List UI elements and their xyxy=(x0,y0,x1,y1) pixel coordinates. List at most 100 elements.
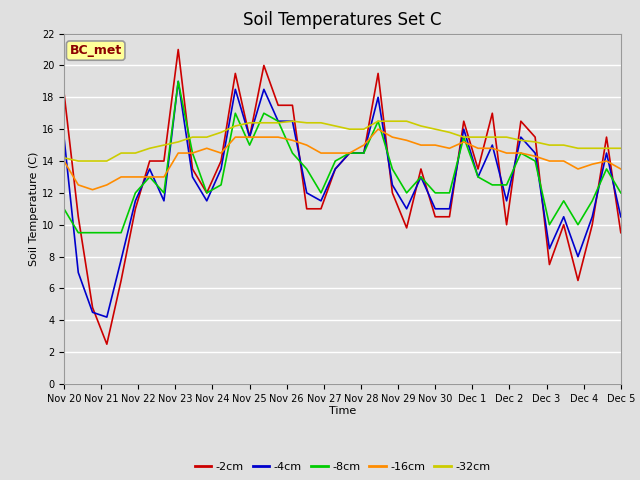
-8cm xyxy=(260,110,268,116)
-8cm xyxy=(445,190,453,196)
Line: -4cm: -4cm xyxy=(64,82,621,317)
-16cm xyxy=(89,187,97,192)
-2cm xyxy=(403,225,410,231)
-16cm xyxy=(103,182,111,188)
-2cm xyxy=(74,214,82,220)
-4cm xyxy=(403,206,410,212)
Line: -2cm: -2cm xyxy=(64,49,621,344)
-4cm xyxy=(617,214,625,220)
-16cm xyxy=(117,174,125,180)
-2cm xyxy=(574,277,582,283)
-32cm xyxy=(117,150,125,156)
-2cm xyxy=(160,158,168,164)
-16cm xyxy=(431,142,439,148)
-4cm xyxy=(560,214,568,220)
-4cm xyxy=(603,150,611,156)
-8cm xyxy=(275,119,282,124)
-2cm xyxy=(289,102,296,108)
-2cm xyxy=(174,47,182,52)
-8cm xyxy=(588,198,596,204)
-16cm xyxy=(488,145,496,151)
-8cm xyxy=(417,174,425,180)
-32cm xyxy=(545,142,553,148)
-8cm xyxy=(545,222,553,228)
-4cm xyxy=(189,174,196,180)
-16cm xyxy=(445,145,453,151)
-2cm xyxy=(217,158,225,164)
-32cm xyxy=(60,155,68,161)
-8cm xyxy=(388,166,396,172)
X-axis label: Time: Time xyxy=(329,407,356,417)
-8cm xyxy=(431,190,439,196)
-4cm xyxy=(332,166,339,172)
-8cm xyxy=(203,190,211,196)
-32cm xyxy=(574,145,582,151)
-32cm xyxy=(488,134,496,140)
-4cm xyxy=(174,79,182,84)
-32cm xyxy=(217,130,225,135)
-2cm xyxy=(545,262,553,267)
-8cm xyxy=(317,190,325,196)
-4cm xyxy=(503,198,511,204)
-2cm xyxy=(232,71,239,76)
-32cm xyxy=(417,123,425,129)
-4cm xyxy=(588,214,596,220)
-32cm xyxy=(445,130,453,135)
-4cm xyxy=(388,182,396,188)
-2cm xyxy=(603,134,611,140)
-2cm xyxy=(503,222,511,228)
-16cm xyxy=(332,150,339,156)
Legend: -2cm, -4cm, -8cm, -16cm, -32cm: -2cm, -4cm, -8cm, -16cm, -32cm xyxy=(190,457,495,477)
-32cm xyxy=(531,139,539,145)
-4cm xyxy=(574,254,582,260)
-2cm xyxy=(474,166,482,172)
-8cm xyxy=(460,134,468,140)
-4cm xyxy=(160,198,168,204)
-2cm xyxy=(117,277,125,283)
-32cm xyxy=(132,150,140,156)
-2cm xyxy=(417,166,425,172)
-2cm xyxy=(275,102,282,108)
-8cm xyxy=(403,190,410,196)
-8cm xyxy=(517,150,525,156)
-32cm xyxy=(346,126,353,132)
-8cm xyxy=(74,230,82,236)
-4cm xyxy=(317,198,325,204)
-16cm xyxy=(146,174,154,180)
-2cm xyxy=(146,158,154,164)
-4cm xyxy=(275,119,282,124)
-8cm xyxy=(603,166,611,172)
-8cm xyxy=(303,166,310,172)
-2cm xyxy=(89,305,97,311)
-32cm xyxy=(303,120,310,126)
-8cm xyxy=(117,230,125,236)
-2cm xyxy=(60,90,68,96)
-2cm xyxy=(103,341,111,347)
-4cm xyxy=(474,174,482,180)
-2cm xyxy=(260,62,268,68)
Line: -32cm: -32cm xyxy=(64,121,621,161)
-4cm xyxy=(246,134,253,140)
-2cm xyxy=(360,150,367,156)
-16cm xyxy=(588,161,596,167)
-16cm xyxy=(189,150,196,156)
-4cm xyxy=(545,246,553,252)
-16cm xyxy=(531,154,539,159)
Line: -16cm: -16cm xyxy=(64,129,621,190)
-16cm xyxy=(60,158,68,164)
-8cm xyxy=(346,150,353,156)
-8cm xyxy=(289,150,296,156)
-32cm xyxy=(431,126,439,132)
-4cm xyxy=(74,270,82,276)
-8cm xyxy=(560,198,568,204)
-4cm xyxy=(360,150,367,156)
-4cm xyxy=(488,142,496,148)
-32cm xyxy=(232,123,239,129)
-32cm xyxy=(460,134,468,140)
-8cm xyxy=(360,150,367,156)
-32cm xyxy=(474,134,482,140)
-32cm xyxy=(388,119,396,124)
-4cm xyxy=(146,166,154,172)
-4cm xyxy=(445,206,453,212)
-16cm xyxy=(574,166,582,172)
